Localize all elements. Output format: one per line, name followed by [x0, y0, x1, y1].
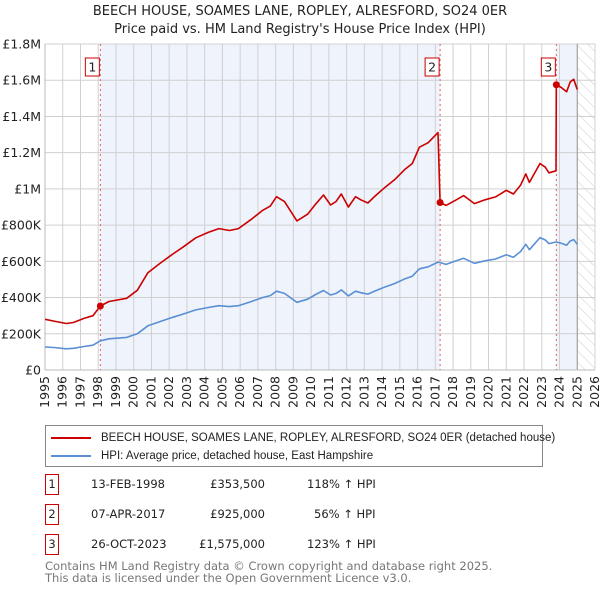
footer-line-1: Contains HM Land Registry data © Crown c… — [45, 559, 493, 573]
x-tick-label: 2017 — [427, 376, 442, 408]
x-tick-label: 2025 — [569, 376, 584, 408]
x-tick-label: 2007 — [250, 376, 265, 408]
x-tick-label: 1996 — [55, 376, 70, 408]
x-tick-label: 2024 — [552, 376, 567, 408]
x-tick-label: 2014 — [374, 376, 389, 408]
sale-point — [96, 302, 104, 310]
hpi-line — [45, 236, 578, 350]
footer-attribution: Contains HM Land Registry data © Crown c… — [45, 560, 492, 584]
price-paid-line — [45, 78, 579, 325]
transaction-price: £925,000 — [210, 507, 265, 521]
legend-item-price: BEECH HOUSE, SOAMES LANE, ROPLEY, ALRESF… — [51, 429, 555, 447]
transaction-price: £353,500 — [210, 477, 265, 491]
transaction-date: 07-APR-2017 — [91, 507, 166, 521]
x-tick-label: 2012 — [339, 376, 354, 408]
transaction-price: £1,575,000 — [199, 537, 265, 551]
footer-line-2: This data is licensed under the Open Gov… — [45, 571, 412, 585]
sale-label-box — [424, 57, 440, 77]
y-tick-label: £1.8M — [2, 37, 41, 52]
x-tick-label: 2003 — [179, 376, 194, 408]
y-tick-label: £200K — [1, 326, 42, 341]
forecast-hatch-area — [577, 44, 595, 370]
x-tick-label: 2022 — [516, 376, 531, 408]
sale-label-number: 3 — [544, 60, 552, 75]
x-tick-label: 2023 — [534, 376, 549, 408]
x-tick-label: 2021 — [498, 376, 513, 408]
x-tick-label: 2020 — [481, 376, 496, 408]
x-tick-label: 2005 — [214, 376, 229, 408]
transaction-date: 13-FEB-1998 — [91, 477, 165, 491]
y-tick-label: £400K — [1, 290, 42, 305]
x-tick-label: 2026 — [587, 376, 600, 408]
x-tick-label: 2002 — [161, 376, 176, 408]
transaction-number: 2 — [45, 504, 59, 525]
sale-point — [552, 81, 560, 89]
x-tick-label: 2004 — [197, 376, 212, 408]
transaction-number: 3 — [45, 534, 59, 555]
sale-label-box — [540, 57, 556, 77]
x-tick-label: 2006 — [232, 376, 247, 408]
chart-title: BEECH HOUSE, SOAMES LANE, ROPLEY, ALRESF… — [93, 4, 507, 19]
x-tick-label: 2001 — [143, 376, 158, 408]
transaction-row: 1 13-FEB-1998 £353,500 118% ↑ HPI — [45, 474, 445, 495]
x-tick-label: 2015 — [392, 376, 407, 408]
transaction-number: 1 — [45, 474, 59, 495]
transaction-hpi: 123% ↑ HPI — [307, 537, 376, 551]
y-tick-label: £1.6M — [2, 73, 41, 88]
transaction-date: 26-OCT-2023 — [91, 537, 167, 551]
legend-item-hpi: HPI: Average price, detached house, East… — [51, 447, 373, 465]
chart-subtitle: Price paid vs. HM Land Registry's House … — [114, 22, 486, 37]
x-tick-label: 2008 — [268, 376, 283, 408]
y-tick-label: £0 — [25, 363, 41, 378]
transaction-hpi: 56% ↑ HPI — [314, 507, 376, 521]
x-tick-label: 1997 — [72, 376, 87, 408]
x-tick-label: 2000 — [126, 376, 141, 408]
x-tick-label: 2010 — [303, 376, 318, 408]
y-tick-label: £600K — [1, 254, 42, 269]
x-tick-label: 2009 — [285, 376, 300, 408]
y-tick-label: £1M — [14, 181, 41, 196]
legend-swatch-price — [51, 437, 91, 439]
x-tick-label: 2016 — [410, 376, 425, 408]
sale-label-number: 1 — [88, 60, 96, 75]
transaction-hpi: 118% ↑ HPI — [307, 477, 376, 491]
sale-label-number: 2 — [428, 60, 436, 75]
legend-label-price: BEECH HOUSE, SOAMES LANE, ROPLEY, ALRESF… — [101, 432, 556, 444]
legend-swatch-hpi — [51, 455, 91, 457]
price-chart: BEECH HOUSE, SOAMES LANE, ROPLEY, ALRESF… — [1, 4, 600, 408]
chart-legend: BEECH HOUSE, SOAMES LANE, ROPLEY, ALRESF… — [45, 425, 555, 467]
x-tick-label: 2019 — [463, 376, 478, 408]
x-tick-label: 2013 — [356, 376, 371, 408]
x-tick-label: 1995 — [37, 376, 52, 408]
legend-label-hpi: HPI: Average price, detached house, East… — [101, 450, 374, 462]
x-tick-label: 1998 — [90, 376, 105, 408]
sale-label-box — [84, 57, 100, 77]
x-tick-label: 2018 — [445, 376, 460, 408]
y-tick-label: £1.4M — [2, 109, 41, 124]
transaction-row: 3 26-OCT-2023 £1,575,000 123% ↑ HPI — [45, 534, 445, 555]
x-tick-label: 2011 — [321, 376, 336, 408]
y-tick-label: £1.2M — [2, 145, 41, 160]
shaded-period-3 — [556, 44, 578, 370]
x-tick-label: 1999 — [108, 376, 123, 408]
transaction-row: 2 07-APR-2017 £925,000 56% ↑ HPI — [45, 504, 445, 525]
sale-point — [436, 198, 444, 206]
y-tick-label: £800K — [1, 218, 42, 233]
